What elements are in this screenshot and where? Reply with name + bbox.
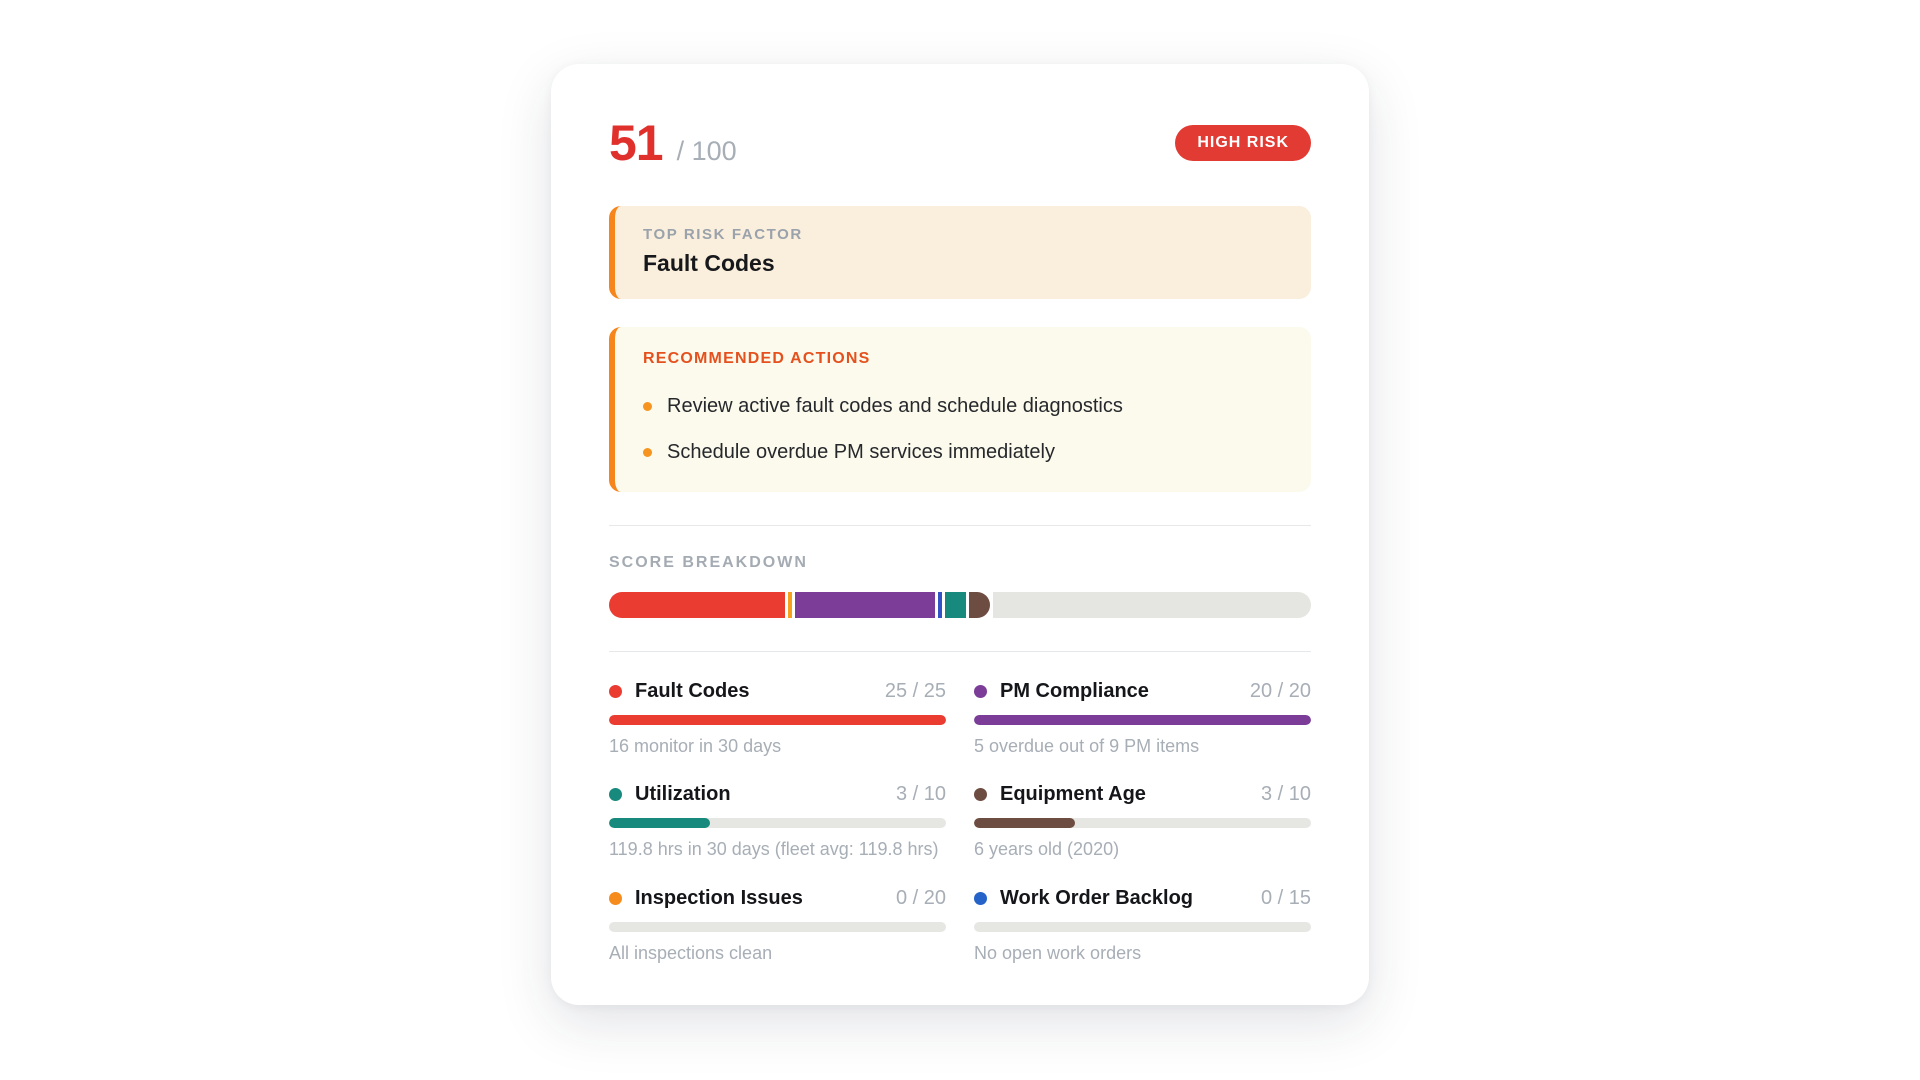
metric-header: Utilization 3 / 10 (609, 783, 946, 806)
metric-header: Work Order Backlog 0 / 15 (974, 887, 1311, 910)
metric-progress-track (609, 715, 946, 725)
metrics-grid: Fault Codes 25 / 25 16 monitor in 30 day… (609, 680, 1311, 965)
breakdown-segment (937, 592, 942, 618)
risk-score-value: 51 (609, 115, 664, 171)
top-risk-factor-value: Fault Codes (643, 250, 775, 276)
metric-row: Utilization 3 / 10 119.8 hrs in 30 days … (609, 783, 946, 861)
metric-name: Work Order Backlog (1000, 886, 1194, 909)
metric-color-dot (974, 891, 987, 905)
recommended-actions-list: Review active fault codes and schedule d… (643, 395, 1283, 464)
action-item: Review active fault codes and schedule d… (643, 395, 1283, 418)
metric-score: 0 / 15 (1260, 886, 1311, 909)
breakdown-segment (794, 592, 935, 618)
breakdown-segment (968, 592, 990, 618)
metric-name: PM Compliance (1000, 680, 1149, 702)
metric-score: 25 / 25 (884, 680, 946, 702)
card-header: 51 / 100 HIGH RISK (609, 114, 1311, 172)
metric-row: Inspection Issues 0 / 20 All inspections… (609, 887, 946, 965)
metric-color-dot (974, 788, 987, 802)
metric-progress-fill (609, 715, 946, 725)
action-item: Schedule overdue PM services immediately (643, 441, 1283, 464)
metric-progress-fill (609, 818, 711, 829)
metric-progress-track (974, 818, 1311, 829)
metric-caption: 6 years old (2020) (974, 839, 1120, 860)
metric-header: Equipment Age 3 / 10 (974, 783, 1311, 806)
metric-row: Work Order Backlog 0 / 15 No open work o… (974, 887, 1311, 965)
recommended-actions-panel: RECOMMENDED ACTIONS Review active fault … (609, 327, 1311, 492)
action-text: Review active fault codes and schedule d… (667, 395, 1123, 417)
metric-color-dot (609, 788, 622, 802)
breakdown-segment (609, 592, 785, 618)
metric-caption: 5 overdue out of 9 PM items (974, 736, 1200, 756)
top-risk-factor-label: TOP RISK FACTOR (643, 226, 803, 243)
metric-color-dot (609, 891, 622, 905)
risk-score: 51 / 100 (609, 114, 737, 172)
risk-level-badge: HIGH RISK (1175, 125, 1311, 161)
risk-score-card: 51 / 100 HIGH RISK TOP RISK FACTOR Fault… (551, 64, 1369, 1006)
metric-score: 20 / 20 (1249, 680, 1311, 702)
metric-header: Inspection Issues 0 / 20 (609, 887, 946, 910)
metric-header: Fault Codes 25 / 25 (609, 680, 946, 703)
metric-caption: 16 monitor in 30 days (609, 736, 782, 756)
metric-progress-fill (974, 818, 1076, 829)
metric-row: Fault Codes 25 / 25 16 monitor in 30 day… (609, 680, 946, 758)
score-breakdown-label: SCORE BREAKDOWN (609, 554, 808, 571)
action-text: Schedule overdue PM services immediately (667, 441, 1055, 463)
metric-color-dot (609, 685, 622, 698)
metric-score: 3 / 10 (1260, 783, 1311, 806)
metric-progress-track (974, 921, 1311, 932)
metric-progress-track (974, 715, 1311, 725)
metric-row: Equipment Age 3 / 10 6 years old (2020) (974, 783, 1311, 861)
breakdown-segment (787, 592, 792, 618)
metric-caption: All inspections clean (609, 942, 773, 963)
recommended-actions-title: RECOMMENDED ACTIONS (643, 350, 871, 367)
risk-score-max: / 100 (676, 136, 737, 166)
bullet-icon (643, 402, 652, 411)
metric-row: PM Compliance 20 / 20 5 overdue out of 9… (974, 680, 1311, 758)
score-breakdown-bar (609, 592, 1311, 618)
metric-name: Fault Codes (635, 680, 750, 702)
metric-score: 3 / 10 (895, 783, 946, 806)
bullet-icon (643, 448, 652, 457)
divider-top (609, 525, 1311, 526)
breakdown-segment (944, 592, 966, 618)
metric-caption: No open work orders (974, 942, 1142, 963)
top-risk-factor-panel: TOP RISK FACTOR Fault Codes (609, 206, 1311, 299)
metric-caption: 119.8 hrs in 30 days (fleet avg: 119.8 h… (609, 839, 939, 860)
breakdown-remainder (992, 592, 1311, 618)
metric-header: PM Compliance 20 / 20 (974, 680, 1311, 703)
metric-progress-fill (974, 715, 1311, 725)
metric-name: Inspection Issues (635, 886, 803, 909)
metric-color-dot (974, 685, 987, 698)
metric-progress-track (609, 818, 946, 829)
divider-bottom (609, 651, 1311, 652)
metric-progress-track (609, 921, 946, 932)
metric-name: Utilization (635, 783, 731, 806)
metric-score: 0 / 20 (895, 886, 946, 909)
metric-name: Equipment Age (1000, 783, 1146, 806)
